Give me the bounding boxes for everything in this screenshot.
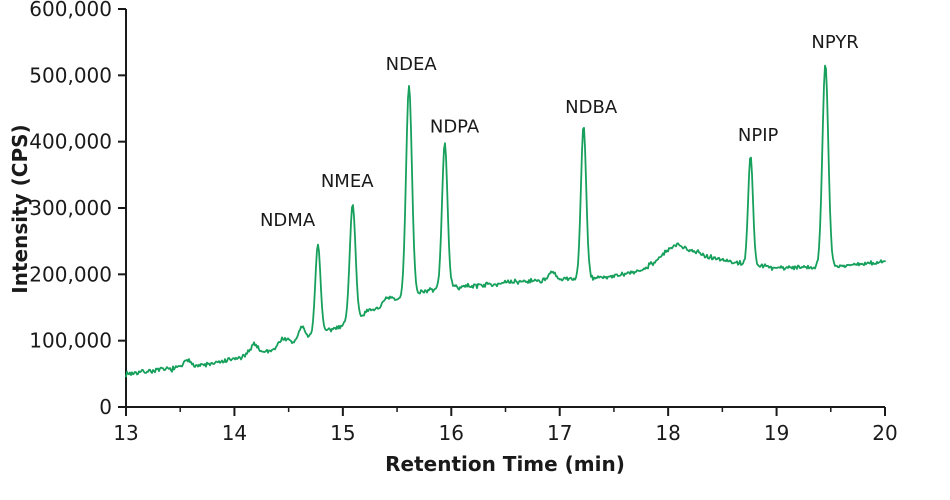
x-tick-label: 18: [655, 421, 680, 445]
x-tick-label: 16: [439, 421, 464, 445]
peak-label-npip: NPIP: [738, 125, 779, 146]
peak-label-ndba: NDBA: [565, 97, 618, 118]
x-axis-title: Retention Time (min): [385, 452, 625, 476]
y-tick-label: 600,000: [29, 0, 112, 21]
y-tick-label: 400,000: [29, 130, 112, 154]
peak-label-npyr: NPYR: [811, 32, 858, 53]
x-tick-label: 19: [764, 421, 789, 445]
y-tick-label: 0: [99, 395, 112, 419]
peak-label-nmea: NMEA: [321, 171, 374, 192]
y-tick-label: 100,000: [29, 329, 112, 353]
y-tick-label: 300,000: [29, 196, 112, 220]
x-tick-label: 17: [547, 421, 572, 445]
chromatogram-trace: [125, 64, 886, 378]
x-tick-label: 14: [222, 421, 247, 445]
y-tick-label: 200,000: [29, 262, 112, 286]
y-tick-label: 500,000: [29, 63, 112, 87]
x-tick-label: 20: [872, 421, 897, 445]
peak-label-ndma: NDMA: [260, 210, 316, 231]
x-tick-label: 15: [330, 421, 355, 445]
x-tick-label: 13: [113, 421, 138, 445]
peak-label-ndea: NDEA: [386, 54, 438, 75]
y-axis-title: Intensity (CPS): [8, 124, 32, 294]
peak-label-ndpa: NDPA: [430, 116, 480, 137]
